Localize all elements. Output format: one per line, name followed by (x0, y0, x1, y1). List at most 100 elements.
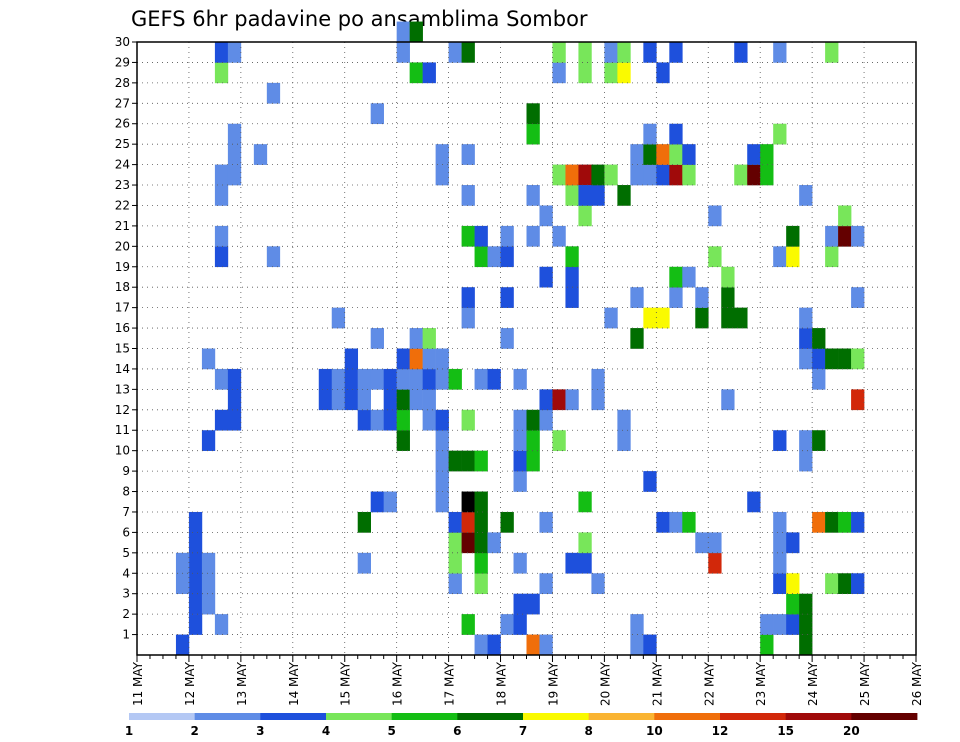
heatmap-cell (760, 164, 774, 186)
heatmap-cell (474, 573, 488, 594)
heatmap-cell (448, 532, 462, 554)
heatmap-cell (630, 287, 644, 308)
heatmap-cell (682, 164, 696, 186)
heatmap-cell (435, 491, 449, 513)
heatmap-cell (591, 185, 605, 206)
heatmap-cell (227, 144, 242, 165)
y-tick-label: 11 (115, 423, 130, 437)
heatmap-cell (565, 266, 579, 288)
heatmap-cell (786, 246, 800, 268)
grid-lines (137, 42, 916, 655)
heatmap-cell (565, 185, 579, 206)
heatmap-cell (370, 409, 384, 431)
heatmap-cell (565, 164, 579, 186)
heatmap-cell (773, 511, 787, 533)
heatmap-cell (357, 552, 371, 574)
heatmap-cell (656, 511, 670, 533)
y-tick-label: 2 (122, 607, 130, 621)
heatmap-cell (344, 389, 359, 411)
y-tick-label: 15 (115, 342, 130, 356)
heatmap-cell (370, 368, 384, 390)
heatmap-cell (552, 42, 566, 63)
heatmap-cell (526, 430, 540, 451)
y-tick-label: 28 (115, 76, 130, 90)
x-tick-label: 18 MAY (495, 661, 509, 706)
heatmap-cell (643, 144, 657, 165)
heatmap-cell (773, 246, 787, 268)
heatmap-cell (851, 573, 865, 594)
heatmap-cell (851, 225, 865, 247)
colorbar-swatch (851, 713, 918, 720)
heatmap-cell (526, 450, 540, 472)
heatmap-cell (708, 552, 722, 574)
y-tick-label: 12 (115, 403, 130, 417)
heatmap-cell (214, 185, 229, 206)
heatmap-cell (474, 511, 488, 533)
heatmap-cell (799, 614, 813, 635)
heatmap-cell (409, 348, 423, 370)
y-tick-label: 7 (122, 505, 130, 519)
heatmap-cell (552, 62, 566, 84)
heatmap-cell (227, 164, 242, 186)
heatmap-cell (604, 164, 618, 186)
colorbar-swatch (326, 713, 393, 720)
heatmap-cell (773, 430, 787, 451)
heatmap-cell (643, 634, 657, 656)
y-tick-label: 19 (115, 260, 130, 274)
heatmap-cell (578, 42, 592, 63)
x-tick-label: 19 MAY (546, 661, 560, 706)
heatmap-cell (188, 532, 203, 554)
heatmap-cell (591, 164, 605, 186)
heatmap-cell (682, 266, 696, 288)
y-tick-label: 1 (122, 628, 130, 642)
heatmap-cell (695, 287, 709, 308)
heatmap-cell (539, 573, 553, 594)
heatmap-cell (396, 368, 410, 390)
heatmap-cell (526, 593, 540, 615)
heatmap-cell (474, 450, 488, 472)
heatmap-cell (539, 389, 553, 411)
heatmap-cell (526, 634, 540, 656)
heatmap-cell (786, 225, 800, 247)
y-tick-label: 14 (115, 362, 130, 376)
heatmap-cell (214, 614, 229, 635)
heatmap-cell (695, 307, 709, 329)
heatmap-cell (591, 389, 605, 411)
heatmap-cell (630, 634, 644, 656)
heatmap-cell (409, 62, 423, 84)
heatmap-cell (799, 634, 813, 656)
y-tick-label: 23 (115, 178, 130, 192)
heatmap-cell (461, 144, 475, 165)
heatmap-cell (448, 368, 462, 390)
heatmap-cell (500, 614, 514, 635)
heatmap-cell (227, 123, 242, 145)
x-tick-label: 17 MAY (443, 661, 457, 706)
y-tick-label: 5 (122, 546, 130, 560)
heatmap-cell (513, 552, 527, 574)
heatmap-cell (578, 532, 592, 554)
heatmap-cell (565, 246, 579, 268)
heatmap-cell (851, 348, 865, 370)
heatmap-cell (669, 164, 683, 186)
colorbar-swatch (129, 713, 196, 720)
heatmap-cell (825, 573, 839, 594)
heatmap-cell (799, 348, 813, 370)
x-tick-label: 15 MAY (339, 661, 353, 706)
heatmap-cell (539, 266, 553, 288)
heatmap-cell (487, 532, 501, 554)
heatmap-cell (630, 614, 644, 635)
heatmap-cell (578, 164, 592, 186)
heatmap-cell (435, 450, 449, 472)
colorbar-swatch (785, 713, 852, 720)
heatmap-cell (747, 144, 761, 165)
heatmap-cell (721, 287, 735, 308)
x-tick-label: 16 MAY (391, 661, 405, 706)
heatmap-cell (721, 389, 735, 411)
heatmap-cell (175, 573, 190, 594)
heatmap-cell (474, 634, 488, 656)
heatmap-cell (461, 307, 475, 329)
heatmap-cell (370, 328, 384, 349)
heatmap-cell (630, 328, 644, 349)
heatmap-cell (669, 266, 683, 288)
colorbar-swatch (457, 713, 524, 720)
